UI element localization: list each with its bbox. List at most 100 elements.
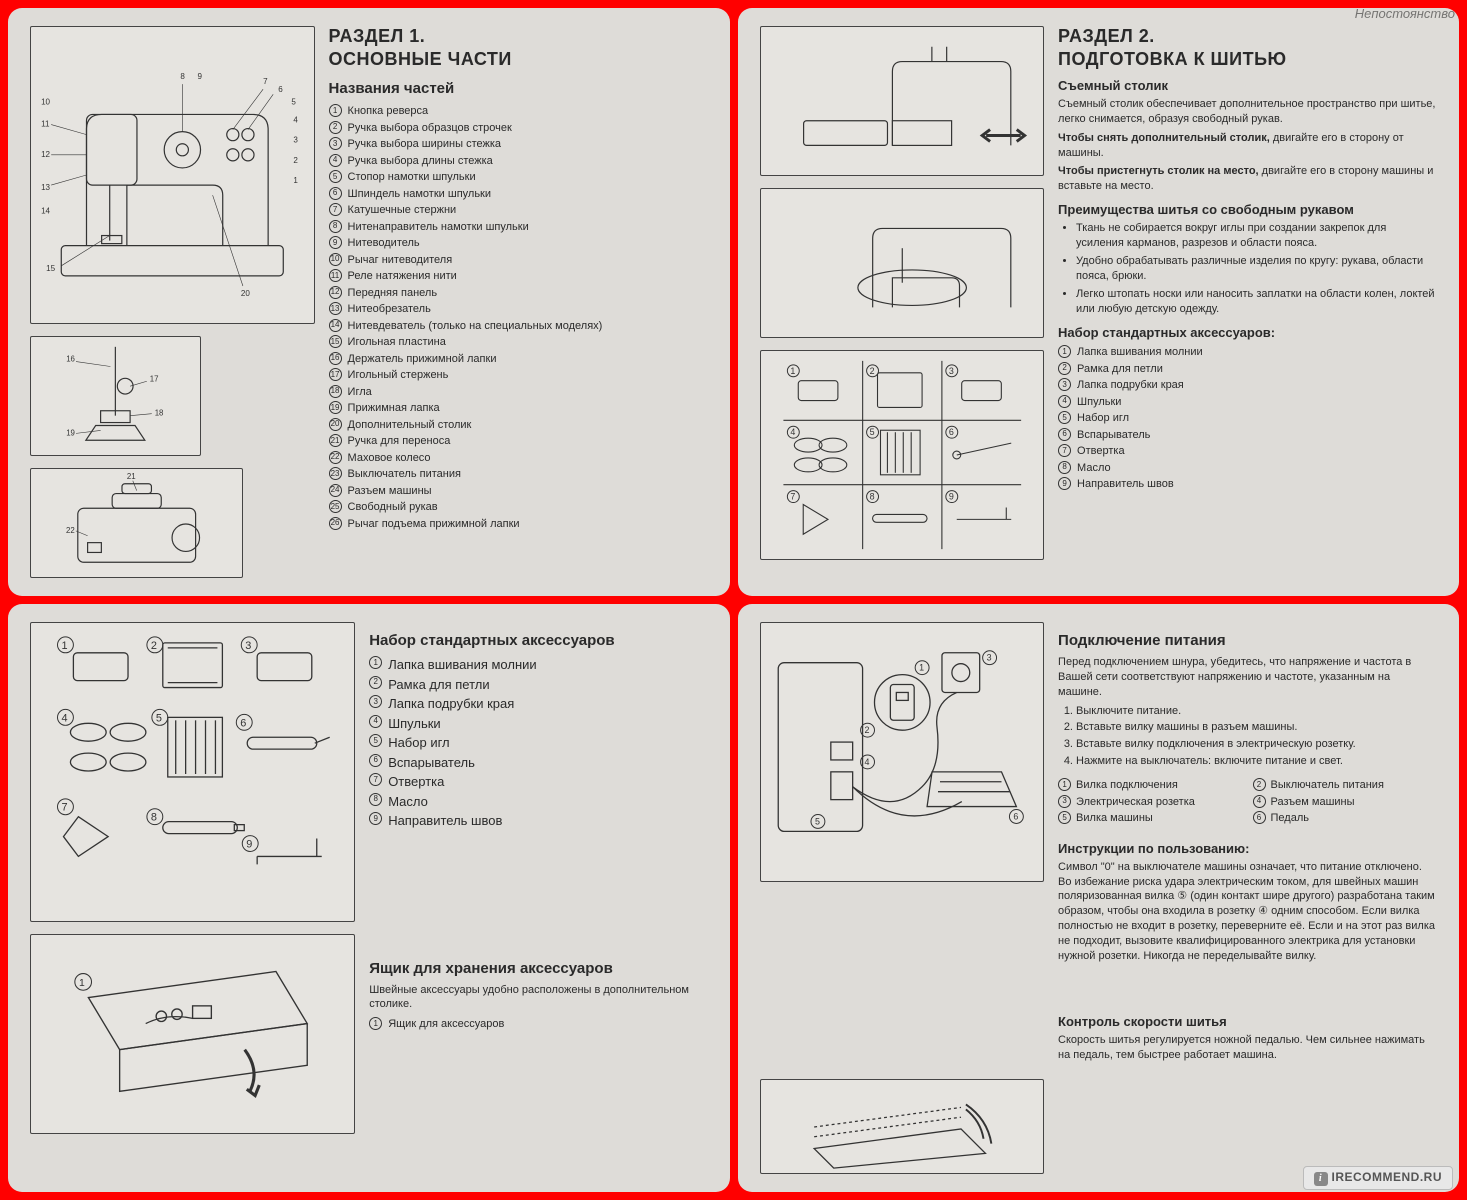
legend-item: 1Вилка подключения — [1058, 777, 1242, 794]
section-2-label: РАЗДЕЛ 2. — [1058, 26, 1437, 47]
svg-text:19: 19 — [66, 428, 75, 437]
power-heading: Подключение питания — [1058, 632, 1437, 649]
list-item: Нажмите на выключатель: включите питание… — [1076, 754, 1437, 770]
svg-text:3: 3 — [293, 136, 298, 145]
list-item: 22Маховое колесо — [329, 450, 708, 467]
svg-text:18: 18 — [155, 409, 164, 418]
list-item: 2Рамка для петли — [369, 675, 707, 695]
speed-control-para: Скорость шитья регулируется ножной педал… — [1058, 1033, 1437, 1063]
accessories-list-p2: 1Лапка вшивания молнии2Рамка для петли3Л… — [1058, 344, 1437, 493]
svg-text:2: 2 — [864, 725, 869, 735]
power-legend: 1Вилка подключения 2Выключатель питания 3Э… — [1058, 777, 1437, 827]
page-3-illustrations: 1 2 3 4 5 6 7 8 9 — [30, 622, 355, 1174]
legend-item: 3Электрическая розетка — [1058, 794, 1242, 811]
list-item: 6Вспарыватель — [1058, 427, 1437, 444]
usage-instructions-para: Символ "0" на выключателе машины означае… — [1058, 860, 1437, 964]
svg-text:8: 8 — [151, 812, 157, 824]
page-3-text: Набор стандартных аксессуаров 1Лапка вши… — [355, 622, 707, 1174]
svg-text:15: 15 — [46, 264, 55, 273]
list-item: 15Игольная пластина — [329, 334, 708, 351]
svg-text:2: 2 — [869, 366, 874, 376]
list-item: 9Нитеводитель — [329, 235, 708, 252]
free-arm-diagram — [760, 188, 1045, 338]
list-item: 8Масло — [369, 792, 707, 812]
svg-text:13: 13 — [41, 183, 50, 192]
list-item: 2Рамка для петли — [1058, 361, 1437, 378]
parts-list: 1Кнопка реверса2Ручка выбора образцов ст… — [329, 103, 708, 532]
power-para: Перед подключением шнура, убедитесь, что… — [1058, 655, 1437, 700]
accessories-large-diagram: 1 2 3 4 5 6 7 8 9 — [30, 622, 355, 922]
svg-text:8: 8 — [869, 492, 874, 502]
svg-text:7: 7 — [790, 492, 795, 502]
list-item: 21Ручка для переноса — [329, 433, 708, 450]
svg-text:4: 4 — [790, 427, 795, 437]
list-item: Легко штопать носки или наносить заплатк… — [1076, 287, 1437, 318]
power-steps-list: Выключите питание.Вставьте вилку машины … — [1058, 704, 1437, 771]
legend-item: 2Выключатель питания — [1253, 777, 1437, 794]
collage-grid: 89 76 54 32 1 1011 1213 1415 20 — [0, 0, 1467, 1200]
watermark-top: Непостоянство — [1355, 6, 1455, 21]
section-2-title: ПОДГОТОВКА К ШИТЬЮ — [1058, 49, 1437, 70]
legend-item: 4Разъем машины — [1253, 794, 1437, 811]
svg-text:1: 1 — [293, 176, 298, 185]
list-item: 9Направитель швов — [1058, 476, 1437, 493]
page-4: 5 4 2 1 3 6 — [738, 604, 1460, 1192]
list-item: 9Направитель швов — [369, 811, 707, 831]
parts-heading: Названия частей — [329, 80, 708, 97]
svg-text:22: 22 — [66, 526, 75, 535]
power-connection-diagram: 5 4 2 1 3 6 — [760, 622, 1045, 882]
list-item: 6Шпиндель намотки шпульки — [329, 186, 708, 203]
page-2-text: РАЗДЕЛ 2. ПОДГОТОВКА К ШИТЬЮ Съемный сто… — [1044, 26, 1437, 578]
list-item: 8Нитенаправитель намотки шпульки — [329, 219, 708, 236]
svg-text:2: 2 — [293, 156, 298, 165]
svg-text:20: 20 — [241, 289, 250, 298]
page-2-illustrations: 1 2 3 4 5 6 7 8 9 — [760, 26, 1045, 578]
svg-text:2: 2 — [151, 640, 157, 652]
foot-pedal-diagram — [760, 1079, 1045, 1174]
extension-table-remove-diagram — [760, 26, 1045, 176]
list-item: 10Рычаг нитеводителя — [329, 252, 708, 269]
list-item: 11Реле натяжения нити — [329, 268, 708, 285]
free-arm-advantages-list: Ткань не собирается вокруг иглы при созд… — [1058, 221, 1437, 317]
svg-text:9: 9 — [246, 838, 252, 850]
svg-text:9: 9 — [198, 72, 203, 81]
svg-text:6: 6 — [278, 85, 283, 94]
list-item: Удобно обрабатывать различные изделия по… — [1076, 254, 1437, 285]
watermark-bottom: iIRECOMMEND.RU — [1303, 1166, 1454, 1190]
list-item: 1Кнопка реверса — [329, 103, 708, 120]
svg-text:4: 4 — [293, 116, 298, 125]
legend-item: 5Вилка машины — [1058, 810, 1242, 827]
list-item: 20Дополнительный столик — [329, 417, 708, 434]
svg-text:7: 7 — [263, 77, 268, 86]
page-2: 1 2 3 4 5 6 7 8 9 РАЗДЕЛ 2. ПОДГОТОВКА К… — [738, 8, 1460, 596]
remove-table-para: Чтобы снять дополнительный столик, двига… — [1058, 131, 1437, 161]
page-4-text: Подключение питания Перед подключением ш… — [1044, 622, 1437, 1174]
accessories-list-p3: 1Лапка вшивания молнии2Рамка для петли3Л… — [369, 655, 707, 831]
svg-text:8: 8 — [180, 72, 185, 81]
list-item: 12Передняя панель — [329, 285, 708, 302]
svg-text:5: 5 — [814, 816, 819, 826]
svg-text:5: 5 — [156, 712, 162, 724]
page-4-illustrations: 5 4 2 1 3 6 — [760, 622, 1045, 1174]
list-item: 24Разъем машины — [329, 483, 708, 500]
presser-foot-detail-diagram: 1617 1819 — [30, 336, 201, 456]
svg-text:3: 3 — [986, 653, 991, 663]
list-item: 5Набор игл — [1058, 410, 1437, 427]
svg-text:3: 3 — [245, 640, 251, 652]
list-item: 17Игольный стержень — [329, 367, 708, 384]
list-item: 14Нитевдеватель (только на специальных м… — [329, 318, 708, 335]
svg-text:5: 5 — [869, 427, 874, 437]
list-item: 1Лапка вшивания молнии — [1058, 344, 1437, 361]
list-item: 1Лапка вшивания молнии — [369, 655, 707, 675]
list-item: Ткань не собирается вокруг иглы при созд… — [1076, 221, 1437, 252]
storage-box-heading: Ящик для хранения аксессуаров — [369, 960, 707, 977]
svg-text:5: 5 — [291, 97, 296, 106]
section-1-label: РАЗДЕЛ 1. — [329, 26, 708, 47]
svg-text:1: 1 — [61, 640, 67, 652]
svg-text:10: 10 — [41, 97, 50, 106]
list-item: 3Лапка подрубки края — [369, 694, 707, 714]
list-item: 19Прижимная лапка — [329, 400, 708, 417]
legend-item: 6Педаль — [1253, 810, 1437, 827]
svg-text:3: 3 — [948, 366, 953, 376]
irecommend-icon: i — [1314, 1172, 1328, 1186]
